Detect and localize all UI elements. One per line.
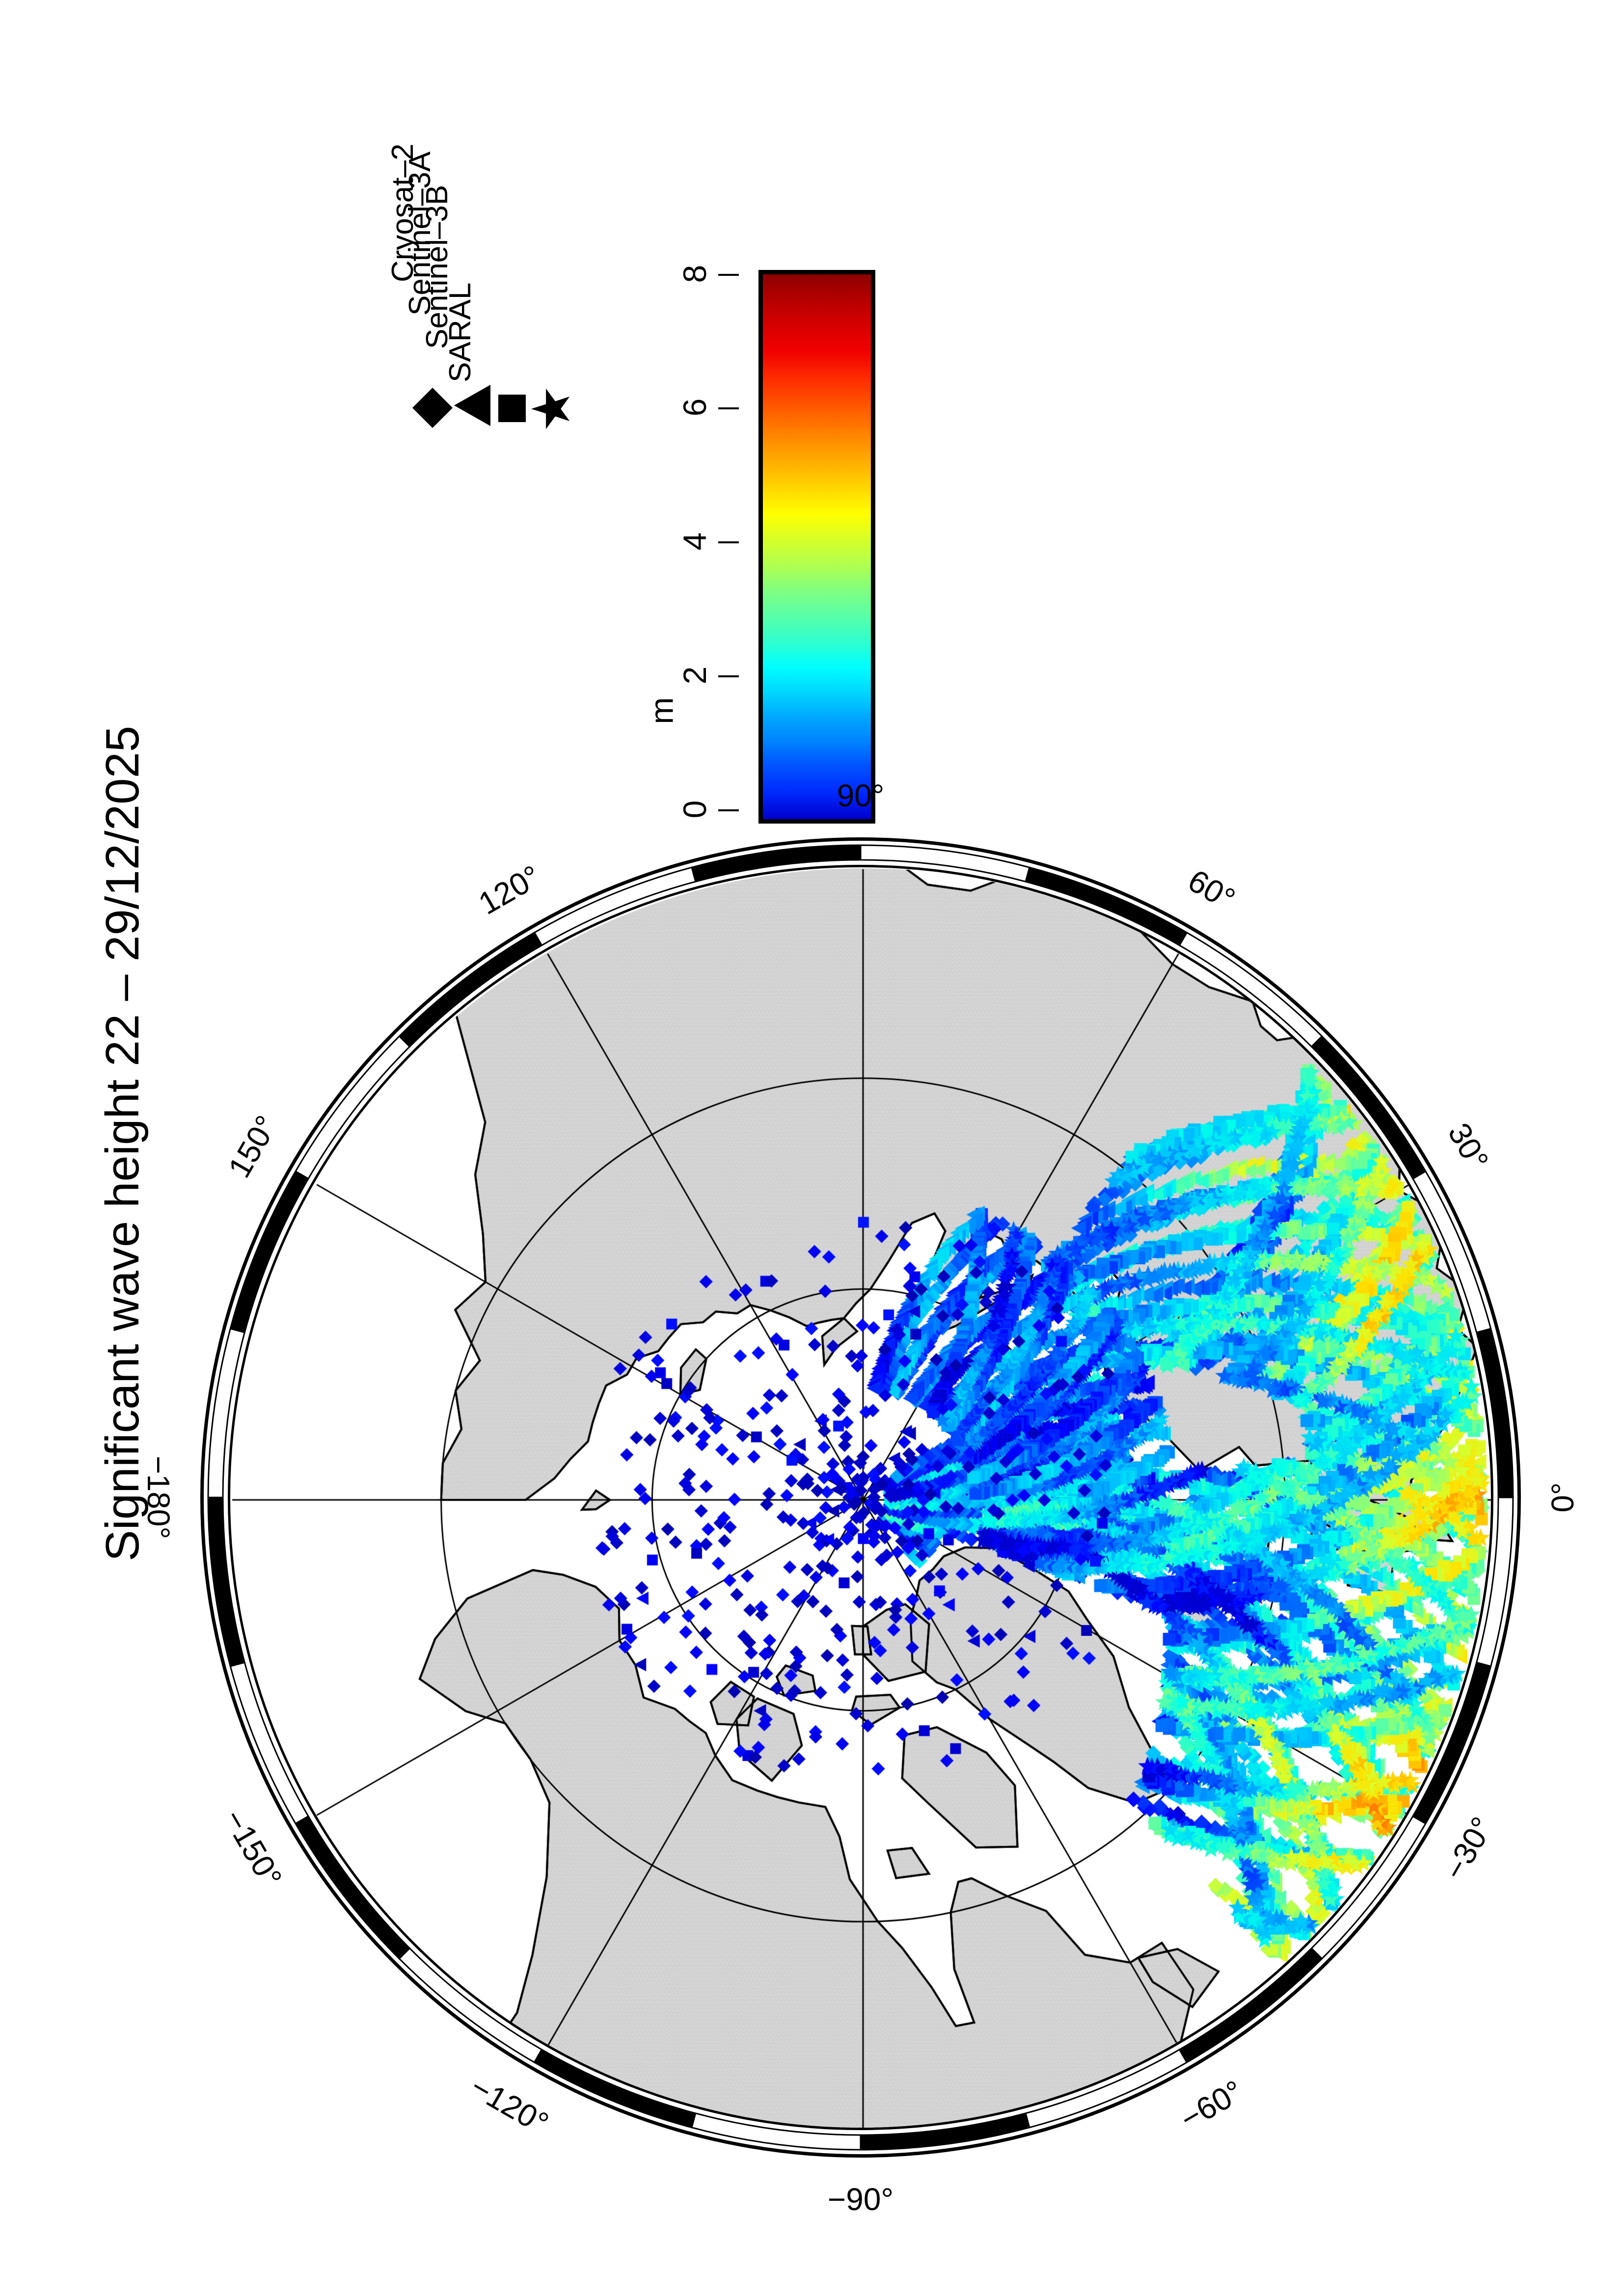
colorbar-label-6: 6 bbox=[676, 398, 713, 417]
map-outer-ring bbox=[200, 837, 1521, 2158]
colorbar-gradient bbox=[758, 270, 875, 824]
triangle-marker-icon bbox=[454, 385, 490, 426]
legend-label-saral: SARAL bbox=[443, 176, 480, 382]
legend: Cryosat–2 Sentinel–3A Sentinel–3B SARAL bbox=[378, 64, 589, 466]
diamond-marker-icon bbox=[412, 387, 453, 428]
polar-map[interactable]: 90° 60° 30° 0° −30° −60° −90° −120° −150° −180° 15… bbox=[141, 778, 1580, 2217]
colorbar-label-0: 0 bbox=[676, 800, 713, 819]
star-marker-icon bbox=[531, 388, 573, 430]
colorbar-tick-8 bbox=[718, 274, 739, 276]
longitude-label: −180° bbox=[141, 1456, 176, 1539]
colorbar-tick-0 bbox=[718, 809, 739, 811]
colorbar-unit-label: m bbox=[643, 697, 680, 724]
longitude-label: −90° bbox=[827, 2182, 894, 2217]
longitude-label: 90° bbox=[837, 778, 885, 813]
longitude-label: 0° bbox=[1545, 1482, 1580, 1513]
colorbar-tick-2 bbox=[718, 675, 739, 677]
colorbar-tick-4 bbox=[718, 541, 739, 543]
colorbar-label-8: 8 bbox=[676, 265, 713, 283]
map-disc bbox=[228, 865, 1493, 2130]
legend-text-saral: SARAL bbox=[443, 282, 477, 382]
colorbar-label-2: 2 bbox=[676, 666, 713, 685]
square-marker-icon bbox=[498, 395, 526, 422]
colorbar: 8 6 4 2 0 m bbox=[643, 211, 994, 849]
colorbar-tick-6 bbox=[718, 407, 739, 409]
map-data-canvas bbox=[230, 867, 1491, 2128]
colorbar-label-4: 4 bbox=[676, 532, 713, 551]
